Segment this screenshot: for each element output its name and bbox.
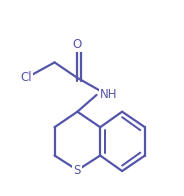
Text: S: S xyxy=(74,164,81,177)
Text: Cl: Cl xyxy=(20,71,32,84)
Text: O: O xyxy=(73,38,82,51)
Text: NH: NH xyxy=(100,88,118,101)
